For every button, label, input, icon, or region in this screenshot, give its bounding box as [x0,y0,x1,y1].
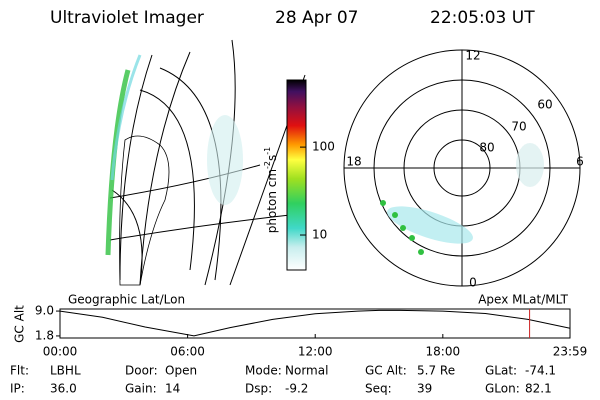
lat-label: 70 [511,120,526,134]
title: Ultraviolet Imager [50,8,204,28]
field-label: Dsp: [245,382,272,396]
field-value: 82.1 [525,382,552,396]
field-label: IP: [10,382,25,396]
time: 22:05:03 UT [430,8,535,28]
x-tick-label: 00:00 [43,345,78,359]
field-value: 5.7 Re [417,364,455,378]
geo-map [105,39,306,286]
field-label: Door: [125,364,158,378]
x-tick-label: 23:59 [553,345,588,359]
mlt-label: 18 [346,155,361,169]
field-label: Seq: [365,382,392,396]
alt-ylabel: GC Alt [13,305,27,343]
field-label: GLat: [485,364,517,378]
mlt-label: 0 [469,276,477,290]
lat-label: 80 [479,141,494,155]
field-label: GC Alt: [365,364,407,378]
field-label: Flt: [10,364,29,378]
y-tick-label: 9.0 [35,304,54,318]
label-part: s [265,155,279,161]
field-value: LBHL [50,364,81,378]
colorbar [286,79,307,271]
field-label: Mode: [245,364,282,378]
x-tick-label: 06:00 [170,345,205,359]
label-part: -2 [263,161,272,169]
x-tick-label: 18:00 [426,345,461,359]
field-value: 14 [165,382,180,396]
x-tick-label: 12:00 [298,345,333,359]
alt-right-title: Apex MLat/MLT [478,293,568,307]
field-value: 39 [417,382,432,396]
alt-left-title: Geographic Lat/Lon [68,293,185,307]
colorbar-label: photon cm-2s-1 [263,147,279,234]
mlt-label: 6 [576,155,584,169]
label-part: -1 [263,147,272,155]
field-value: 36.0 [50,382,77,396]
alt-curve [59,309,571,337]
field-value: -74.1 [525,364,556,378]
polar-map [343,49,581,287]
label-part: photon cm [265,169,279,233]
lat-label: 60 [537,98,552,112]
field-label: GLon: [485,382,520,396]
date: 28 Apr 07 [275,8,358,28]
colorbar-tick-label: 100 [312,140,335,154]
mlt-label: 12 [465,49,480,63]
field-value: Open [165,364,197,378]
y-tick-label: 1.8 [35,328,54,342]
field-label: Gain: [125,382,157,396]
field-value: -9.2 [285,382,308,396]
field-value: Normal [285,364,328,378]
colorbar-tick-label: 10 [312,228,327,242]
